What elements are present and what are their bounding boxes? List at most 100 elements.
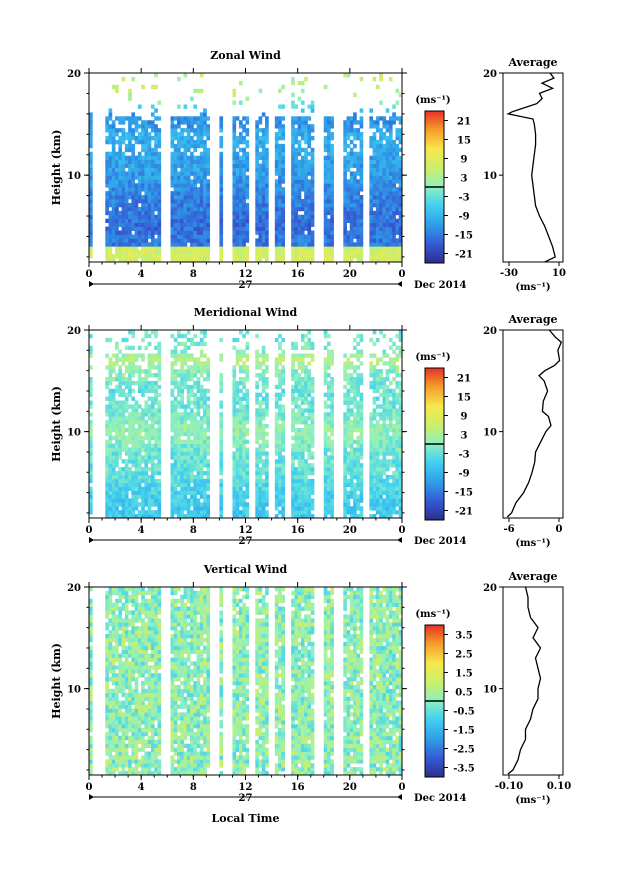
heatmap-cell bbox=[147, 199, 152, 204]
heatmap-cell bbox=[382, 218, 387, 224]
heatmap-cell bbox=[398, 159, 403, 164]
heatmap-cell bbox=[183, 199, 188, 204]
heatmap-cell bbox=[206, 116, 211, 121]
heatmap-cell bbox=[157, 128, 162, 133]
heatmap-cell bbox=[281, 218, 286, 224]
heatmap-cell bbox=[111, 474, 116, 480]
heatmap-cell bbox=[105, 486, 109, 491]
heatmap-cell bbox=[242, 377, 246, 382]
heatmap-cell bbox=[141, 377, 145, 382]
heatmap-cell bbox=[235, 214, 240, 220]
heatmap-cell bbox=[111, 420, 116, 425]
heatmap-cell bbox=[242, 171, 246, 176]
heatmap-cell bbox=[137, 191, 142, 196]
heatmap-cell bbox=[124, 250, 129, 255]
heatmap-cell bbox=[111, 388, 116, 394]
heatmap-cell bbox=[219, 226, 224, 231]
heatmap-cell bbox=[265, 482, 269, 488]
heatmap-cell bbox=[118, 471, 122, 476]
heatmap-cell bbox=[144, 136, 149, 141]
heatmap-cell bbox=[206, 510, 211, 515]
heatmap-cell bbox=[291, 191, 295, 196]
heatmap-cell bbox=[281, 234, 286, 239]
heatmap-cell bbox=[258, 424, 263, 429]
heatmap-cell bbox=[359, 214, 364, 220]
heatmap-cell bbox=[395, 206, 400, 212]
average-y-tick-label: 10 bbox=[483, 171, 497, 182]
heatmap-cell bbox=[124, 226, 129, 231]
heatmap-cell bbox=[265, 226, 269, 231]
heatmap-cell bbox=[349, 384, 354, 390]
heatmap-cell bbox=[278, 202, 282, 208]
heatmap-cell bbox=[219, 420, 224, 425]
heatmap-cell bbox=[134, 167, 139, 172]
heatmap-cell bbox=[190, 412, 194, 417]
heatmap-cell bbox=[297, 506, 302, 511]
heatmap-cell bbox=[281, 431, 286, 437]
heatmap-cell bbox=[343, 400, 347, 405]
heatmap-cell bbox=[108, 202, 113, 208]
heatmap-cell bbox=[369, 447, 374, 452]
heatmap-cell bbox=[327, 349, 331, 354]
heatmap-cell bbox=[291, 369, 295, 374]
heatmap-cell bbox=[310, 222, 315, 227]
heatmap-cell bbox=[235, 349, 240, 354]
heatmap-cell bbox=[203, 179, 207, 184]
heatmap-cell bbox=[170, 365, 175, 370]
heatmap-cell bbox=[124, 404, 129, 409]
heatmap-cell bbox=[294, 427, 299, 433]
heatmap-cell bbox=[369, 159, 374, 164]
heatmap-cell bbox=[238, 202, 243, 208]
heatmap-cell bbox=[144, 218, 149, 224]
heatmap-cell bbox=[356, 218, 361, 224]
heatmap-cell bbox=[128, 202, 132, 208]
heatmap-cell bbox=[261, 222, 266, 227]
heatmap-cell bbox=[134, 408, 139, 413]
heatmap-cell bbox=[137, 124, 142, 129]
heatmap-cell bbox=[141, 246, 145, 251]
heatmap-cell bbox=[108, 139, 113, 145]
heatmap-cell bbox=[190, 128, 194, 133]
heatmap-cell bbox=[150, 471, 155, 476]
heatmap-cell bbox=[235, 226, 240, 231]
heatmap-cell bbox=[297, 357, 302, 362]
heatmap-cell bbox=[154, 258, 158, 263]
heatmap-cell bbox=[359, 120, 364, 125]
heatmap-cell bbox=[307, 330, 312, 335]
heatmap-cell bbox=[261, 206, 266, 212]
heatmap-cell bbox=[121, 116, 126, 121]
heatmap-cell bbox=[131, 463, 136, 468]
heatmap-cell bbox=[297, 377, 302, 382]
heatmap-cell bbox=[89, 455, 93, 460]
heatmap-cell bbox=[274, 494, 279, 499]
heatmap-cell bbox=[372, 199, 377, 204]
heatmap-cell bbox=[343, 214, 347, 220]
heatmap-cell bbox=[232, 471, 237, 476]
heatmap-cell bbox=[353, 455, 357, 460]
heatmap-cell bbox=[141, 143, 145, 149]
heatmap-cell bbox=[245, 120, 250, 125]
heatmap-cell bbox=[147, 506, 152, 511]
heatmap-cell bbox=[274, 183, 279, 188]
heatmap-cell bbox=[170, 490, 175, 495]
heatmap-cell bbox=[388, 143, 393, 149]
heatmap-cell bbox=[278, 206, 282, 212]
heatmap-cell bbox=[199, 159, 204, 164]
heatmap-cell bbox=[183, 361, 188, 366]
heatmap-cell bbox=[343, 396, 347, 401]
heatmap-cell bbox=[353, 222, 357, 227]
heatmap-cell bbox=[395, 226, 400, 231]
heatmap-cell bbox=[180, 353, 184, 358]
heatmap-cell bbox=[388, 151, 393, 157]
heatmap-cell bbox=[144, 463, 149, 468]
heatmap-cell bbox=[327, 373, 331, 378]
heatmap-cell bbox=[261, 112, 266, 117]
heatmap-cell bbox=[238, 349, 243, 354]
heatmap-cell bbox=[190, 337, 194, 343]
heatmap-cell bbox=[196, 427, 201, 433]
heatmap-cell bbox=[349, 234, 354, 239]
heatmap-cell bbox=[343, 463, 347, 468]
heatmap-cell bbox=[327, 427, 331, 433]
heatmap-cell bbox=[379, 76, 383, 82]
heatmap-cell bbox=[154, 136, 158, 141]
